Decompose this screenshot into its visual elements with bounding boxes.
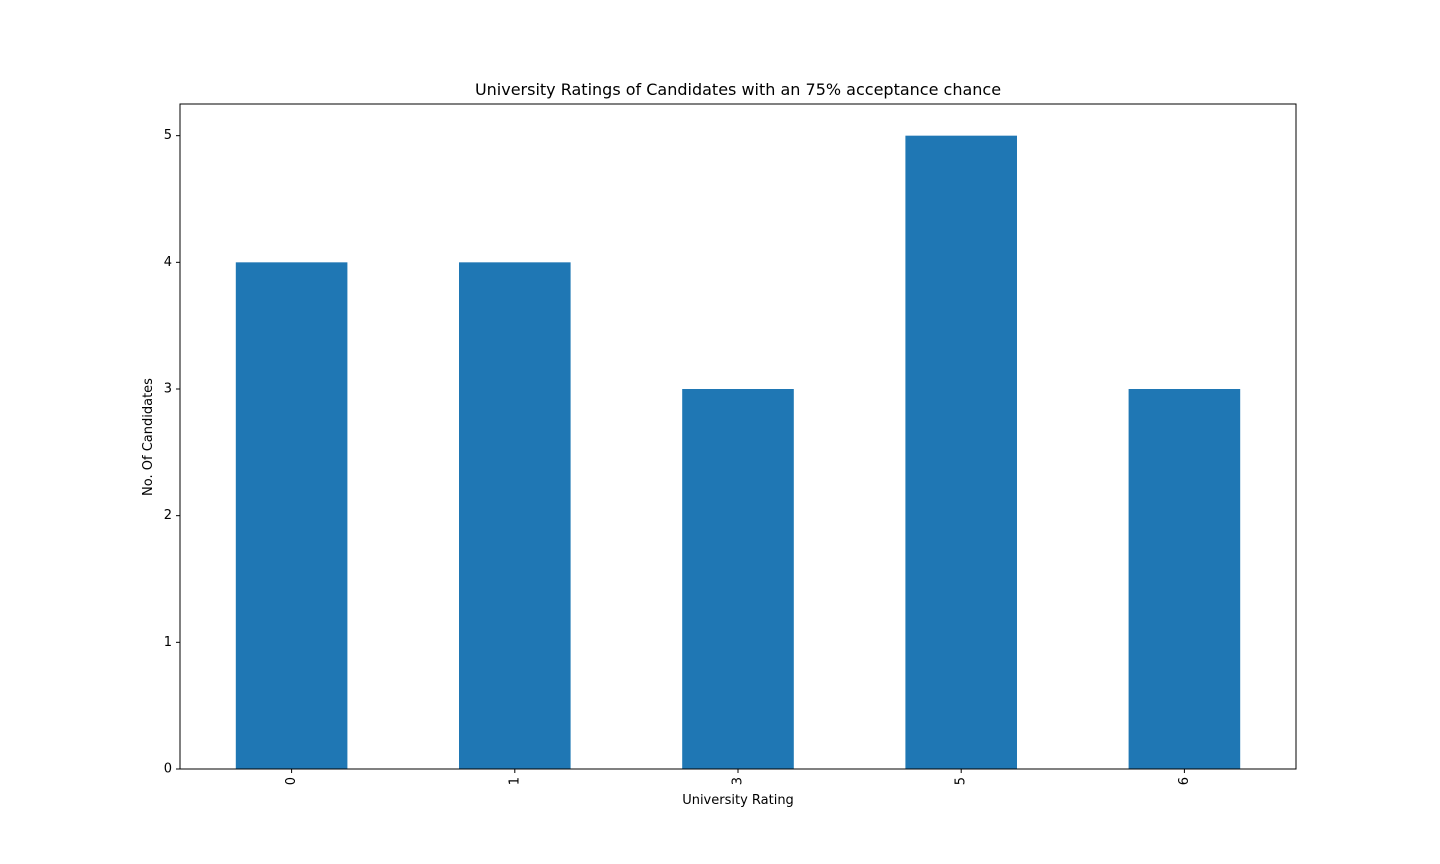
- chart-title: University Ratings of Candidates with an…: [475, 80, 1001, 99]
- y-tick-label-4: 4: [164, 255, 172, 270]
- y-axis-label: No. Of Candidates: [141, 378, 156, 496]
- y-tick-label-0: 0: [164, 762, 172, 777]
- x-tick-label-3: 3: [731, 777, 746, 785]
- bars-group: [235, 135, 1241, 769]
- x-tick-label-6: 6: [1177, 777, 1192, 785]
- x-axis-label: University Rating: [682, 793, 794, 808]
- x-axis: 0 1 3 5 6: [284, 769, 1192, 785]
- y-tick-label-5: 5: [164, 128, 172, 143]
- bar-0: [235, 262, 348, 769]
- x-tick-label-1: 1: [507, 777, 522, 785]
- bar-1: [459, 262, 571, 769]
- y-tick-label-3: 3: [164, 382, 172, 397]
- x-tick-label-5: 5: [954, 777, 969, 785]
- bar-5: [905, 135, 1017, 769]
- y-tick-label-1: 1: [164, 635, 172, 650]
- y-tick-label-2: 2: [164, 508, 172, 523]
- x-tick-label-0: 0: [284, 777, 299, 785]
- y-axis: 0 1 2 3 4 5: [164, 128, 180, 777]
- bar-6: [1128, 389, 1241, 769]
- bar-3: [682, 389, 794, 769]
